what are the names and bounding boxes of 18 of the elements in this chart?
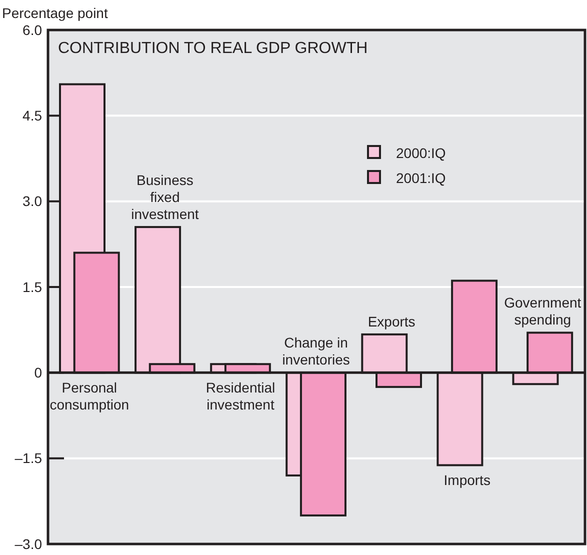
y-tick-label: –3.0	[14, 536, 42, 552]
x-tick-label: Change in inventories	[282, 334, 350, 368]
x-tick-label: Business fixed investment	[131, 172, 199, 222]
y-tick-label: –1.5	[14, 450, 42, 466]
legend-label: 2000:IQ	[396, 145, 446, 161]
text: CONTRIBUTION TO REAL GDP GROWTH	[58, 40, 368, 57]
y-tick-label: 6.0	[22, 22, 42, 38]
y-tick-label: 3.0	[22, 193, 42, 210]
y-tick-label: 1.5	[22, 278, 42, 295]
x-tick-label: Personal consumption	[50, 380, 130, 413]
x-tick-label: Exports	[368, 313, 416, 330]
y-axis-title: Percentage point	[2, 5, 108, 21]
x-tick-label: Residential investment	[206, 380, 276, 413]
x-tick-label: Imports	[444, 472, 490, 488]
y-tick-label: 4.5	[22, 108, 42, 124]
legend-label: 2001:IQ	[396, 170, 446, 186]
x-tick-label: Government spending	[504, 294, 582, 328]
y-tick-label: 0	[34, 364, 42, 381]
